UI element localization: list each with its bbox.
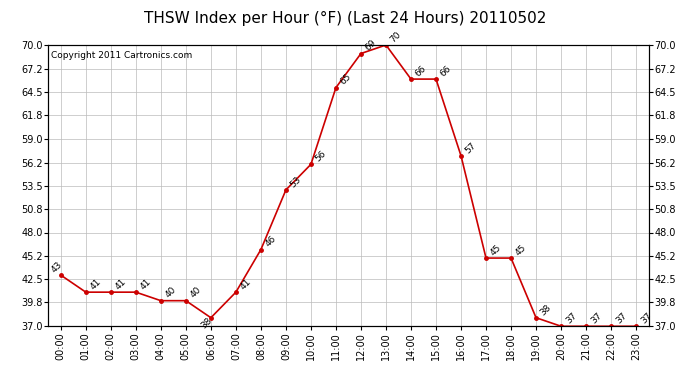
Text: 65: 65 (339, 72, 353, 87)
Text: 40: 40 (188, 285, 203, 300)
Text: 41: 41 (239, 277, 253, 291)
Text: 38: 38 (200, 316, 215, 331)
Text: 38: 38 (539, 303, 553, 317)
Text: 45: 45 (514, 243, 529, 257)
Text: Copyright 2011 Cartronics.com: Copyright 2011 Cartronics.com (51, 51, 193, 60)
Text: 66: 66 (414, 64, 428, 78)
Text: 69: 69 (364, 38, 378, 53)
Text: 41: 41 (139, 277, 153, 291)
Text: 46: 46 (264, 234, 278, 249)
Text: 37: 37 (589, 311, 603, 326)
Text: 56: 56 (314, 149, 328, 164)
Text: 37: 37 (564, 311, 578, 326)
Text: 70: 70 (388, 30, 403, 44)
Text: 66: 66 (439, 64, 453, 78)
Text: 41: 41 (88, 277, 103, 291)
Text: 40: 40 (164, 285, 178, 300)
Text: 53: 53 (288, 175, 303, 189)
Text: 37: 37 (614, 311, 629, 326)
Text: 41: 41 (114, 277, 128, 291)
Text: 37: 37 (639, 311, 653, 326)
Text: 43: 43 (50, 260, 64, 274)
Text: 57: 57 (464, 141, 478, 155)
Text: THSW Index per Hour (°F) (Last 24 Hours) 20110502: THSW Index per Hour (°F) (Last 24 Hours)… (144, 11, 546, 26)
Text: 45: 45 (489, 243, 503, 257)
